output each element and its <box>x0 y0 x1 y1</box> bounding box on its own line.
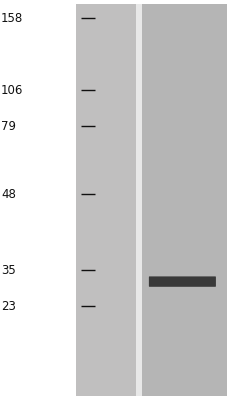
Bar <box>78 4 133 396</box>
FancyBboxPatch shape <box>148 276 215 287</box>
Bar <box>99 4 112 396</box>
Bar <box>159 4 210 396</box>
Text: 35: 35 <box>1 264 16 276</box>
Bar <box>80 4 131 396</box>
Text: 106: 106 <box>1 84 23 96</box>
Bar <box>86 4 125 396</box>
Bar <box>142 4 227 396</box>
Bar <box>89 4 123 396</box>
Bar <box>93 4 118 396</box>
Bar <box>82 4 129 396</box>
Bar <box>155 4 214 396</box>
Bar <box>97 4 114 396</box>
Text: 158: 158 <box>1 12 23 24</box>
Bar <box>146 4 223 396</box>
Bar <box>76 4 135 396</box>
Bar <box>163 4 206 396</box>
Bar <box>135 4 142 396</box>
Bar <box>76 4 135 396</box>
Text: 23: 23 <box>1 300 16 312</box>
Bar <box>95 4 116 396</box>
Bar <box>168 4 202 396</box>
Text: 79: 79 <box>1 120 16 132</box>
Text: 48: 48 <box>1 188 16 200</box>
Bar <box>172 4 197 396</box>
Bar <box>142 4 227 396</box>
Bar <box>91 4 121 396</box>
Bar <box>84 4 127 396</box>
Bar <box>150 4 219 396</box>
